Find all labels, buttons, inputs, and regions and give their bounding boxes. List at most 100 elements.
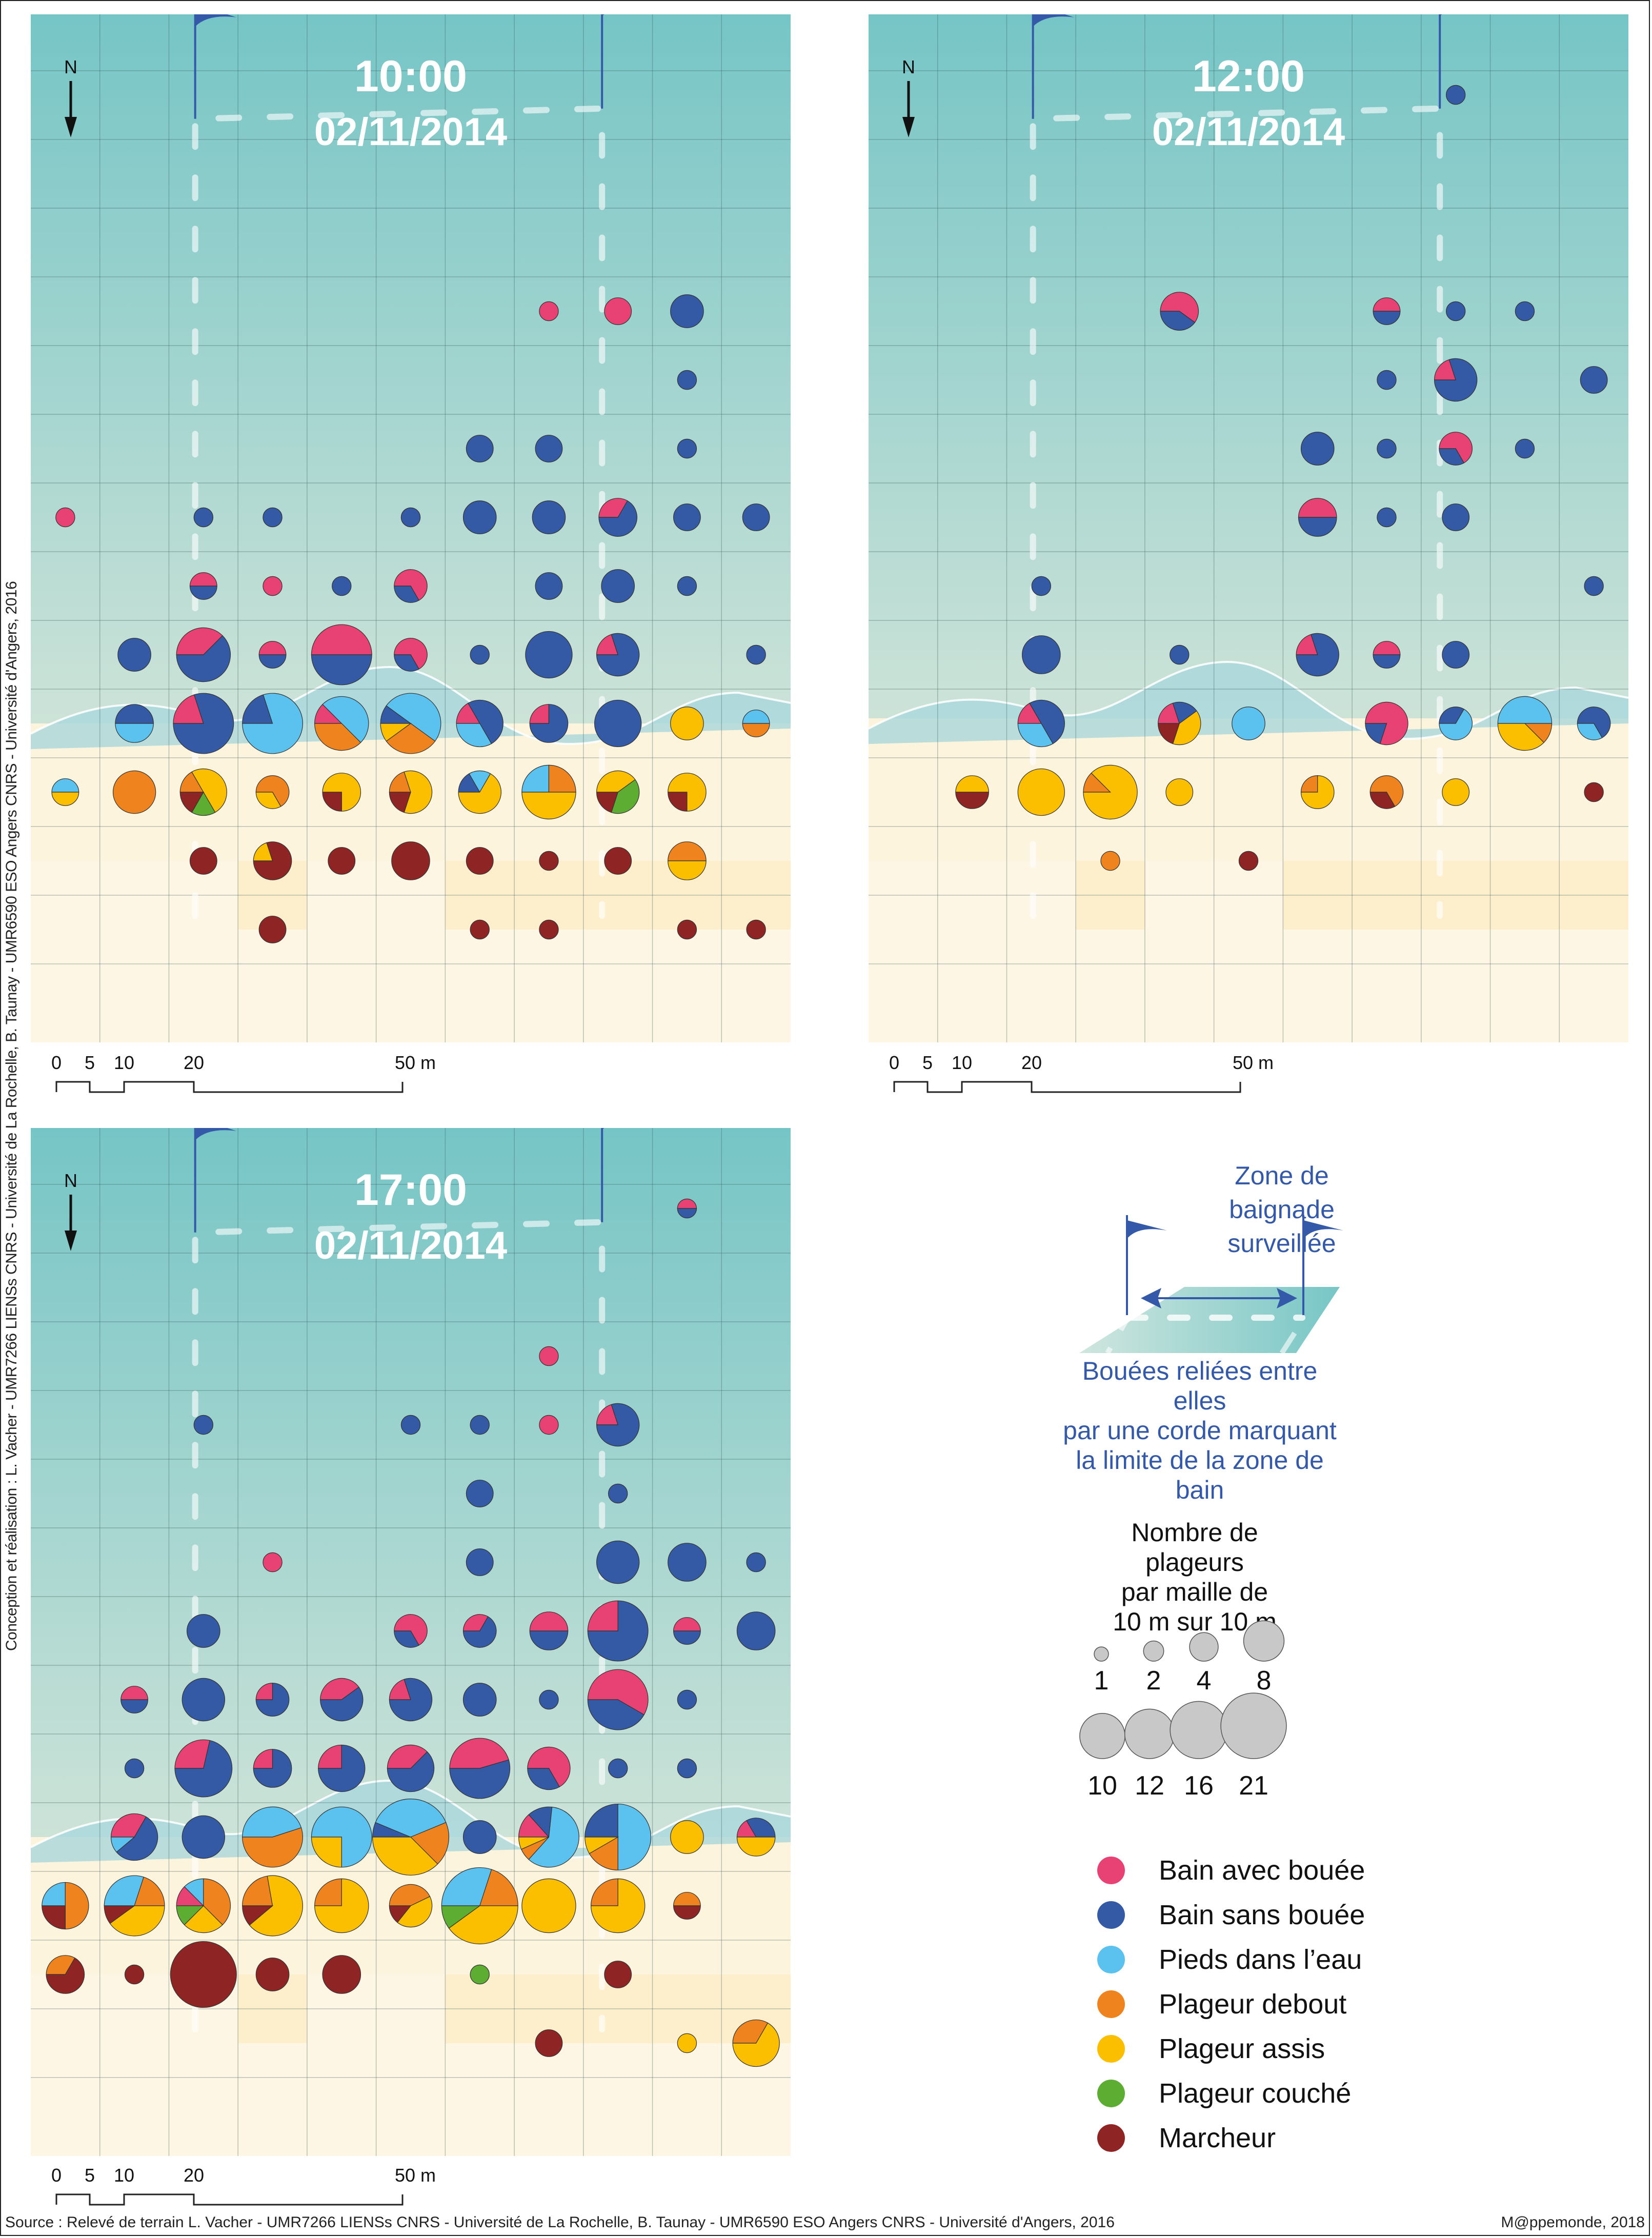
pie-slice-debout xyxy=(242,1876,273,1906)
pie-slice-assis xyxy=(191,768,227,813)
pie-slice-sans xyxy=(1434,358,1478,402)
pie-symbol xyxy=(587,1669,649,1730)
scale-tick-label: 5 xyxy=(85,1052,95,1073)
pie-slice-sans xyxy=(527,1768,560,1790)
scale-tick-label: 0 xyxy=(51,2165,62,2186)
legend-label: Plageur assis xyxy=(1159,2033,1325,2064)
pie-slice-assis xyxy=(1165,778,1194,806)
pie-symbol xyxy=(253,1749,292,1788)
pie-slice-bouee xyxy=(587,1600,618,1631)
pie-slice-sans xyxy=(1022,635,1061,674)
pie-symbol xyxy=(746,919,766,940)
pie-slice-bouee xyxy=(529,1611,569,1631)
pie-symbol xyxy=(1083,764,1138,820)
flag-icon xyxy=(602,14,605,16)
pie-slice-bouee xyxy=(320,1678,359,1700)
credit-vertical: Conception et réalisation : L. Vacher - … xyxy=(3,581,20,1651)
pie-slice-sans xyxy=(535,572,563,600)
pie-symbol xyxy=(332,576,352,596)
pie-slice-sans xyxy=(462,1616,497,1648)
pie-slice-sans xyxy=(193,1415,214,1435)
pie-slice-bouee xyxy=(1373,297,1401,312)
pie-symbol xyxy=(42,1882,89,1930)
pie-symbol xyxy=(1369,775,1404,809)
pie-symbol xyxy=(1445,85,1466,105)
pie-slice-sans xyxy=(394,654,419,672)
pie-symbol xyxy=(263,576,283,596)
buoy-line: par une corde marquant xyxy=(1063,1416,1337,1445)
legend-label: Plageur debout xyxy=(1159,1989,1347,2020)
pie-slice-sans xyxy=(462,1683,497,1717)
pie-slice-bouee xyxy=(258,641,287,655)
pie-slice-marcheur xyxy=(253,841,292,880)
pie-slice-sans xyxy=(466,1548,494,1576)
pie-symbol xyxy=(456,699,503,748)
pie-slice-sans xyxy=(1172,701,1197,724)
pie-symbol xyxy=(677,1758,697,1779)
size-circle xyxy=(1094,1646,1109,1662)
legend-swatch xyxy=(1097,2080,1125,2107)
north-label: N xyxy=(902,56,915,77)
pie-slice-bouee xyxy=(539,1346,559,1366)
pie-slice-assis xyxy=(372,1837,438,1876)
pie-slice-bouee xyxy=(449,1738,509,1769)
pie-symbol xyxy=(677,370,697,390)
pie-slice-sans xyxy=(598,500,637,537)
pie-slice-sans xyxy=(117,638,151,672)
pie-symbol xyxy=(112,770,156,814)
pie-slice-assis xyxy=(397,1896,433,1928)
pie-slice-sans xyxy=(677,1758,697,1779)
legend-item-pieds: Pieds dans l’eau xyxy=(1097,1939,1362,1980)
pie-slice-sans xyxy=(529,704,569,743)
pie-symbol xyxy=(318,1744,366,1792)
pie-slice-bouee xyxy=(1373,641,1401,655)
pie-symbol xyxy=(608,1483,628,1504)
pie-symbol xyxy=(182,1815,226,1859)
pie-symbol xyxy=(601,569,635,603)
pie-symbol xyxy=(604,297,632,325)
pie-slice-marcheur xyxy=(42,1905,66,1930)
pie-symbol xyxy=(1170,644,1190,665)
pie-slice-assis xyxy=(736,1837,776,1857)
pie-slice-sans xyxy=(400,507,421,528)
scale-tick-label: 20 xyxy=(184,2165,204,2186)
pie-slice-assis xyxy=(521,1878,576,1933)
pie-symbol xyxy=(539,1346,559,1366)
pie-symbol xyxy=(677,438,697,459)
pie-slice-sans xyxy=(1515,301,1535,321)
pie-slice-sans xyxy=(668,1543,707,1582)
pie-slice-sans xyxy=(1373,654,1401,669)
pie-slice-marcheur xyxy=(170,1941,237,2008)
pie-slice-pieds xyxy=(386,693,441,742)
map-1700: N 17:00 02/11/2014 xyxy=(31,1128,791,2156)
pie-symbol xyxy=(1445,301,1466,321)
pie-slice-assis xyxy=(322,773,361,812)
pie-symbol xyxy=(182,1678,226,1722)
pie-slice-bouee xyxy=(1439,432,1473,463)
pie-symbol xyxy=(176,627,231,682)
pie-slice-sans xyxy=(462,1820,497,1854)
pie-slice-bouee xyxy=(598,498,628,518)
pie-slice-assis xyxy=(677,2033,697,2053)
pie-symbol xyxy=(535,2029,563,2057)
pie-slice-bouee xyxy=(389,1679,411,1700)
pie-slice-assis xyxy=(670,1820,704,1854)
pie-slice-sans xyxy=(1373,311,1401,325)
pie-slice-debout xyxy=(673,1892,701,1906)
pie-slice-sans xyxy=(673,503,701,531)
scale-tick-label: 5 xyxy=(85,2165,95,2186)
pie-symbol xyxy=(1497,696,1553,751)
pie-slice-sans xyxy=(470,644,490,665)
pie-slice-sans xyxy=(1296,633,1339,677)
pie-slice-marcheur xyxy=(1584,782,1604,802)
pie-symbol xyxy=(596,1403,640,1447)
pie-symbol xyxy=(189,572,217,600)
pie-symbol xyxy=(387,1744,435,1792)
pie-slice-sans xyxy=(332,576,352,596)
pie-symbol xyxy=(173,693,234,754)
pie-symbol xyxy=(670,1820,704,1854)
pie-slice-sans xyxy=(677,438,697,459)
buoy-line: Bouées reliées entre elles xyxy=(1082,1357,1318,1415)
pie-slice-pieds xyxy=(42,1882,66,1906)
pie-slice-marcheur xyxy=(955,792,989,809)
